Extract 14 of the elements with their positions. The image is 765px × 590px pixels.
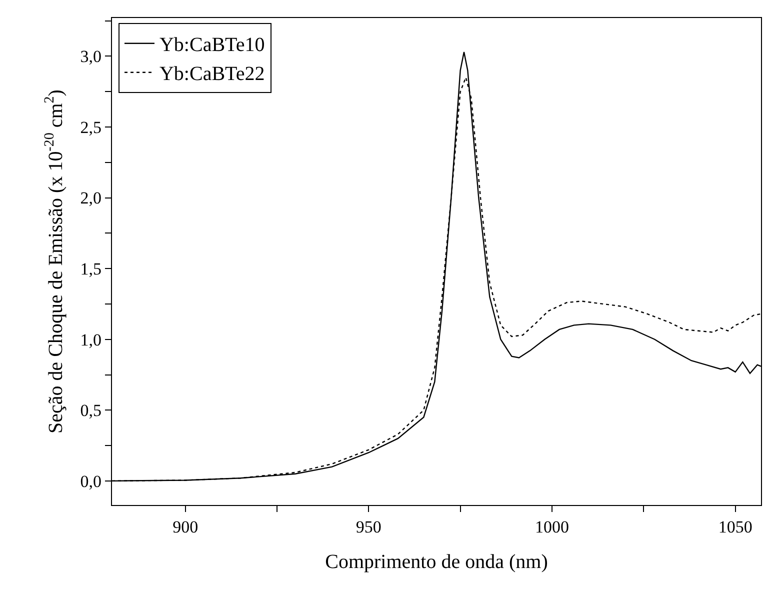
y-tick-label: 1,0 bbox=[80, 330, 102, 350]
y-tick-label: 2,5 bbox=[80, 118, 102, 137]
x-tick-label: 1000 bbox=[535, 518, 569, 536]
legend-label: Yb:CaBTe22 bbox=[159, 63, 265, 86]
y-tick-label: 0,0 bbox=[80, 472, 102, 491]
x-tick-label: 950 bbox=[356, 518, 382, 536]
y-tick-label: 1,5 bbox=[80, 260, 102, 279]
legend-label: Yb:CaBTe10 bbox=[159, 34, 265, 56]
y-tick-label: 0,5 bbox=[80, 401, 102, 420]
x-axis-title: Comprimento de onda (nm) bbox=[325, 551, 548, 573]
y-tick-label: 2,0 bbox=[80, 188, 102, 208]
x-tick-label: 1050 bbox=[718, 518, 752, 536]
y-tick-label: 3,0 bbox=[80, 47, 102, 66]
x-tick-label: 900 bbox=[172, 518, 198, 536]
